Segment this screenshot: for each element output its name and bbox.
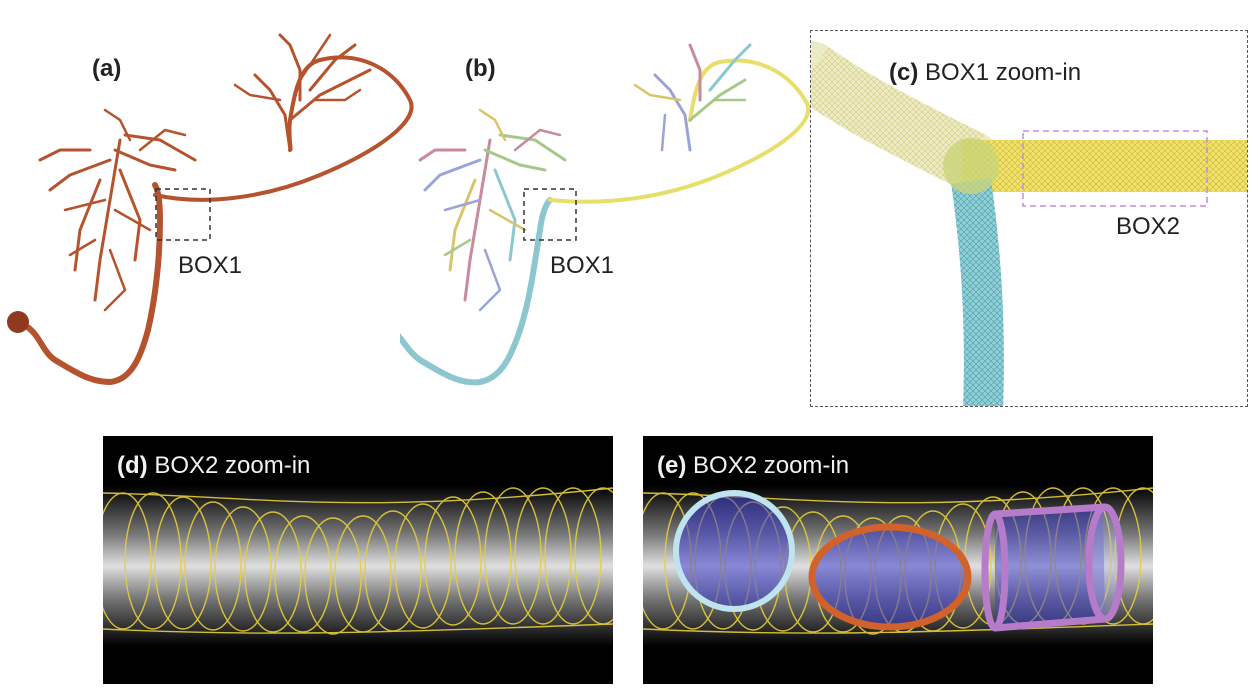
box2-zoom-d-drawing [103, 486, 613, 646]
panel-e: (e) BOX2 zoom-in [643, 436, 1153, 684]
box1-zoom-drawing [811, 41, 1247, 406]
panel-a-tag: (a) [92, 55, 122, 82]
neuron-a-drawing [7, 33, 414, 385]
panel-a: (a) BOX1 [0, 0, 420, 420]
panel-b: (b) BOX1 [400, 0, 820, 420]
box1-dashed-a [155, 188, 211, 241]
neuron-b-drawing [400, 43, 811, 386]
cylinder-model [981, 503, 1125, 632]
panel-c-box2-label: BOX2 [1116, 213, 1181, 240]
ellipse-model [808, 523, 972, 631]
panel-e-heading: (e) BOX2 zoom-in [657, 452, 850, 479]
panel-d-heading: (d) BOX2 zoom-in [117, 452, 311, 479]
panel-a-box1-label: BOX1 [178, 252, 243, 279]
panel-b-tag: (b) [465, 55, 496, 82]
panel-c-heading: (c) BOX1 zoom-in [889, 59, 1082, 86]
soma-a [7, 311, 29, 333]
panel-c: (c) BOX1 zoom-in BOX2 [810, 30, 1248, 407]
box2-zoom-e-drawing [643, 486, 1153, 646]
panel-b-box1-label: BOX1 [550, 252, 615, 279]
box2-dashed [1022, 130, 1208, 207]
box1-dashed-b [523, 188, 577, 241]
circle-model [673, 490, 795, 612]
panel-d: (d) BOX2 zoom-in [103, 436, 613, 684]
